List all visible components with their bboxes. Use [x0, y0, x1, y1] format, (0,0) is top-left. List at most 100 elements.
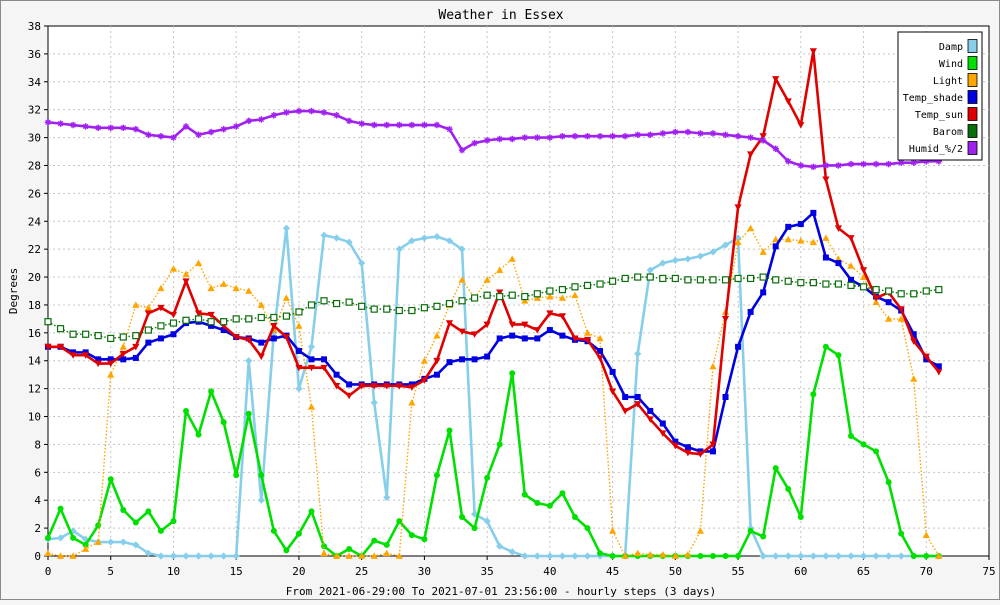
- data-point: [295, 322, 303, 329]
- data-point: [370, 305, 378, 313]
- y-tick-label: 14: [28, 355, 42, 368]
- data-point: [809, 279, 817, 287]
- data-point: [521, 335, 528, 342]
- data-point: [772, 235, 780, 243]
- data-point: [270, 335, 277, 342]
- data-point: [396, 518, 403, 525]
- y-tick-label: 12: [28, 383, 41, 396]
- data-point: [145, 339, 152, 346]
- data-point: [70, 534, 77, 541]
- data-point: [421, 121, 428, 129]
- data-point: [496, 335, 503, 342]
- data-point: [395, 552, 403, 559]
- data-point: [521, 297, 529, 304]
- data-point: [395, 306, 403, 315]
- data-point: [546, 327, 553, 334]
- data-point: [157, 284, 165, 292]
- data-point: [82, 123, 89, 130]
- x-tick-label: 10: [167, 565, 180, 578]
- data-point: [910, 159, 917, 166]
- data-point: [145, 508, 152, 515]
- data-point: [634, 273, 642, 281]
- series-humid-2: [44, 107, 943, 171]
- series-line: [48, 49, 940, 456]
- data-point: [358, 552, 366, 559]
- data-point: [609, 368, 616, 375]
- y-tick-label: 18: [28, 299, 41, 312]
- data-point: [810, 391, 817, 398]
- data-point: [245, 410, 252, 417]
- data-point: [396, 121, 403, 129]
- y-tick-label: 6: [34, 466, 41, 479]
- data-point: [82, 535, 90, 543]
- data-point: [320, 109, 328, 116]
- data-point: [559, 490, 566, 497]
- data-point: [69, 330, 77, 338]
- data-point: [885, 287, 893, 295]
- data-point: [822, 176, 830, 184]
- data-point: [822, 254, 829, 261]
- data-point: [420, 377, 428, 384]
- data-point: [371, 537, 378, 544]
- data-point: [408, 398, 416, 406]
- data-point: [207, 284, 215, 292]
- data-point: [94, 360, 102, 368]
- data-point: [847, 235, 855, 242]
- data-point: [760, 533, 767, 540]
- y-tick-label: 24: [28, 215, 42, 228]
- data-point: [885, 479, 892, 486]
- data-point: [721, 276, 730, 284]
- data-point: [433, 357, 441, 365]
- data-point: [822, 280, 830, 288]
- data-point: [208, 322, 215, 329]
- data-point: [346, 546, 353, 553]
- data-point: [132, 343, 140, 351]
- data-point: [709, 553, 716, 559]
- data-point: [810, 163, 817, 171]
- data-point: [521, 491, 528, 498]
- data-point: [571, 552, 579, 560]
- data-point: [772, 276, 780, 284]
- data-point: [358, 120, 365, 127]
- data-point: [182, 316, 190, 324]
- data-point: [834, 280, 843, 288]
- data-point: [408, 384, 416, 391]
- data-point: [784, 277, 792, 285]
- data-point: [82, 352, 90, 359]
- data-point: [371, 121, 378, 129]
- data-point: [295, 308, 303, 316]
- data-point: [872, 286, 880, 294]
- data-point: [822, 234, 830, 241]
- data-point: [245, 315, 253, 323]
- data-point: [69, 121, 77, 129]
- data-point: [56, 325, 65, 333]
- data-point: [220, 552, 228, 560]
- data-point: [383, 493, 391, 502]
- data-point: [596, 280, 604, 288]
- data-point: [245, 357, 253, 365]
- x-tick-label: 15: [230, 565, 243, 578]
- data-point: [860, 441, 867, 448]
- legend: Damp Wind Light Temp_shade Temp_sun Barom Humi…: [897, 31, 983, 161]
- data-point: [496, 292, 504, 301]
- data-point: [459, 356, 466, 363]
- data-point: [144, 310, 152, 317]
- data-point: [383, 541, 390, 548]
- data-point: [571, 335, 579, 343]
- data-point: [82, 545, 90, 552]
- series-damp: [44, 224, 943, 560]
- data-point: [483, 137, 491, 144]
- data-point: [797, 279, 805, 287]
- data-point: [295, 107, 303, 115]
- data-point: [847, 433, 854, 440]
- data-point: [822, 552, 830, 560]
- data-point: [433, 302, 441, 310]
- data-point: [132, 354, 139, 361]
- data-point: [809, 552, 817, 560]
- data-point: [232, 315, 240, 323]
- data-point: [558, 552, 567, 560]
- data-point: [596, 355, 604, 362]
- data-point: [847, 281, 855, 290]
- data-point: [747, 224, 755, 232]
- data-point: [82, 541, 89, 548]
